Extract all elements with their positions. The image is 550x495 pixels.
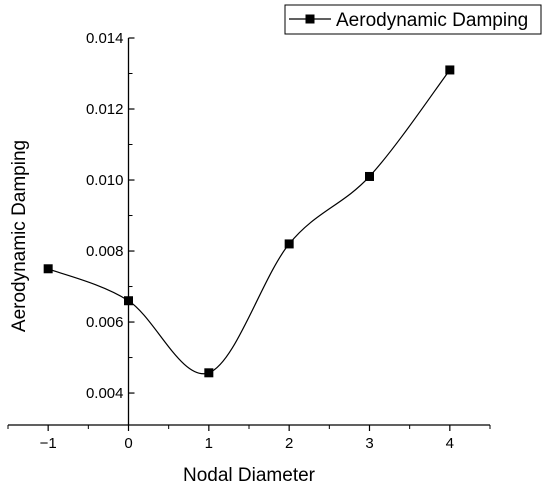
legend-label: Aerodynamic Damping [336,10,528,31]
axes [8,38,490,426]
y-axis-title: Aerodynamic Damping [9,140,30,332]
data-point [365,171,374,181]
data-point [445,65,455,75]
data-point [284,239,294,249]
x-axis-title: Nodal Diameter [183,465,316,486]
y-tick-label: 0.010 [86,172,124,189]
x-tick-label: 4 [446,435,454,452]
x-ticks: −1 0 1 2 3 4 [7,425,491,452]
x-tick-label: 3 [365,435,373,452]
legend-marker [305,14,315,24]
x-tick-label: 1 [205,435,213,452]
y-tick-label: 0.008 [86,243,124,260]
data-point [43,264,53,274]
legend: Aerodynamic Damping [284,4,542,35]
y-tick-label: 0.014 [86,30,124,47]
data-points [43,65,455,378]
y-tick-label: 0.006 [86,314,124,331]
x-tick-label: 0 [124,435,132,452]
x-tick-label: 2 [285,435,293,452]
y-tick-label: 0.012 [86,101,124,118]
x-tick-label: −1 [40,435,57,452]
data-point [204,368,214,378]
y-tick-label: 0.004 [86,385,124,402]
data-point [124,296,133,306]
y-ticks: 0.004 0.006 0.008 0.010 0.012 0.014 [86,30,135,402]
